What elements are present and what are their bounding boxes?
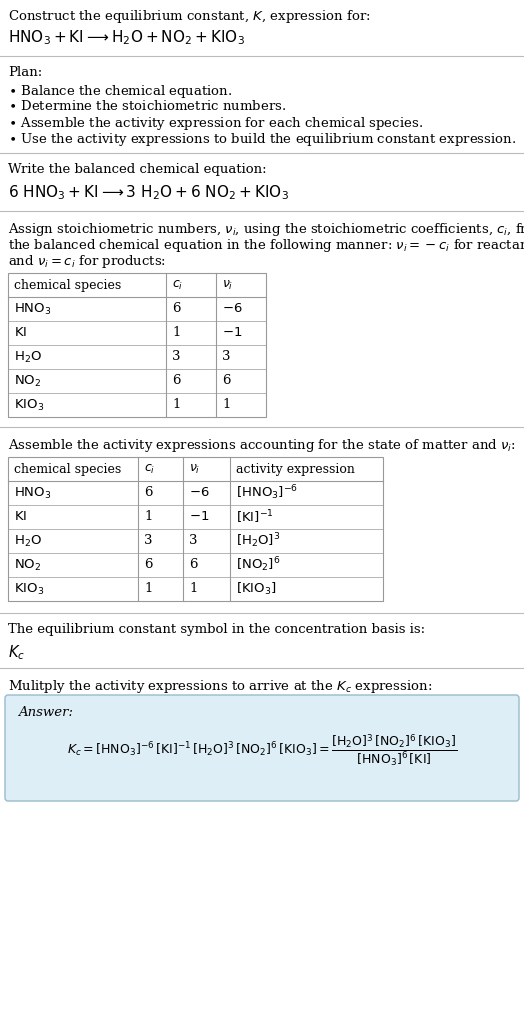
Text: Assemble the activity expressions accounting for the state of matter and $\nu_i$: Assemble the activity expressions accoun… <box>8 437 516 454</box>
Text: $\nu_i$: $\nu_i$ <box>189 462 200 476</box>
Text: $K_c$: $K_c$ <box>8 643 25 662</box>
Text: $-1$: $-1$ <box>189 510 210 524</box>
Text: Assign stoichiometric numbers, $\nu_i$, using the stoichiometric coefficients, $: Assign stoichiometric numbers, $\nu_i$, … <box>8 221 524 238</box>
Text: 6: 6 <box>189 559 198 572</box>
Text: 3: 3 <box>189 534 198 547</box>
Text: 3: 3 <box>172 351 180 364</box>
Text: the balanced chemical equation in the following manner: $\nu_i = -c_i$ for react: the balanced chemical equation in the fo… <box>8 237 524 254</box>
Text: $\mathrm{HNO_3}$: $\mathrm{HNO_3}$ <box>14 486 51 500</box>
Text: $\mathrm{6\ HNO_3 + KI \longrightarrow 3\ H_2O + 6\ NO_2 + KIO_3}$: $\mathrm{6\ HNO_3 + KI \longrightarrow 3… <box>8 183 289 202</box>
Text: 6: 6 <box>172 302 180 316</box>
Text: 1: 1 <box>189 582 198 596</box>
Text: 1: 1 <box>172 327 180 339</box>
Text: Construct the equilibrium constant, $K$, expression for:: Construct the equilibrium constant, $K$,… <box>8 8 370 25</box>
Text: $-6$: $-6$ <box>189 487 210 499</box>
Text: 1: 1 <box>144 582 152 596</box>
Bar <box>8 273 266 417</box>
Text: Mulitply the activity expressions to arrive at the $K_c$ expression:: Mulitply the activity expressions to arr… <box>8 678 432 695</box>
Text: 3: 3 <box>144 534 152 547</box>
Text: $[\mathrm{KI}]^{-1}$: $[\mathrm{KI}]^{-1}$ <box>236 508 274 526</box>
Text: $\bullet$ Use the activity expressions to build the equilibrium constant express: $\bullet$ Use the activity expressions t… <box>8 131 516 148</box>
Text: $[\mathrm{NO_2}]^{6}$: $[\mathrm{NO_2}]^{6}$ <box>236 556 280 574</box>
Text: and $\nu_i = c_i$ for products:: and $\nu_i = c_i$ for products: <box>8 253 166 270</box>
Text: 1: 1 <box>172 399 180 411</box>
Text: activity expression: activity expression <box>236 462 355 476</box>
Text: $\mathrm{KIO_3}$: $\mathrm{KIO_3}$ <box>14 398 44 412</box>
Text: $\bullet$ Determine the stoichiometric numbers.: $\bullet$ Determine the stoichiometric n… <box>8 99 286 113</box>
Text: $[\mathrm{HNO_3}]^{-6}$: $[\mathrm{HNO_3}]^{-6}$ <box>236 484 298 502</box>
Text: $\mathrm{H_2O}$: $\mathrm{H_2O}$ <box>14 533 42 548</box>
Text: $\mathrm{NO_2}$: $\mathrm{NO_2}$ <box>14 558 41 573</box>
Text: $-1$: $-1$ <box>222 327 243 339</box>
Text: chemical species: chemical species <box>14 279 121 291</box>
FancyBboxPatch shape <box>5 695 519 801</box>
Text: $\mathrm{KIO_3}$: $\mathrm{KIO_3}$ <box>14 581 44 597</box>
Text: $c_i$: $c_i$ <box>172 279 183 291</box>
Text: $\mathrm{H_2O}$: $\mathrm{H_2O}$ <box>14 350 42 365</box>
Text: The equilibrium constant symbol in the concentration basis is:: The equilibrium constant symbol in the c… <box>8 623 425 636</box>
Text: 1: 1 <box>144 510 152 524</box>
Text: Plan:: Plan: <box>8 66 42 79</box>
Text: $\mathrm{HNO_3}$: $\mathrm{HNO_3}$ <box>14 301 51 317</box>
Text: $\mathrm{KI}$: $\mathrm{KI}$ <box>14 510 27 524</box>
Text: $-6$: $-6$ <box>222 302 243 316</box>
Text: 6: 6 <box>144 487 152 499</box>
Text: 3: 3 <box>222 351 231 364</box>
Text: $\bullet$ Assemble the activity expression for each chemical species.: $\bullet$ Assemble the activity expressi… <box>8 115 423 132</box>
Text: Write the balanced chemical equation:: Write the balanced chemical equation: <box>8 163 267 176</box>
Text: $c_i$: $c_i$ <box>144 462 155 476</box>
Text: $\mathrm{KI}$: $\mathrm{KI}$ <box>14 327 27 339</box>
Text: $K_c = [\mathrm{HNO_3}]^{-6}\,[\mathrm{KI}]^{-1}\,[\mathrm{H_2O}]^{3}\,[\mathrm{: $K_c = [\mathrm{HNO_3}]^{-6}\,[\mathrm{K… <box>67 732 457 768</box>
Text: $\bullet$ Balance the chemical equation.: $\bullet$ Balance the chemical equation. <box>8 83 233 100</box>
Text: 6: 6 <box>222 374 231 387</box>
Text: $[\mathrm{KIO_3}]$: $[\mathrm{KIO_3}]$ <box>236 581 277 597</box>
Text: 1: 1 <box>222 399 231 411</box>
Text: $[\mathrm{H_2O}]^{3}$: $[\mathrm{H_2O}]^{3}$ <box>236 532 280 550</box>
Bar <box>8 457 383 601</box>
Text: Answer:: Answer: <box>18 706 73 719</box>
Text: chemical species: chemical species <box>14 462 121 476</box>
Text: 6: 6 <box>172 374 180 387</box>
Text: 6: 6 <box>144 559 152 572</box>
Text: $\nu_i$: $\nu_i$ <box>222 279 233 291</box>
Text: $\mathrm{HNO_3 + KI \longrightarrow H_2O + NO_2 + KIO_3}$: $\mathrm{HNO_3 + KI \longrightarrow H_2O… <box>8 28 245 47</box>
Text: $\mathrm{NO_2}$: $\mathrm{NO_2}$ <box>14 373 41 388</box>
